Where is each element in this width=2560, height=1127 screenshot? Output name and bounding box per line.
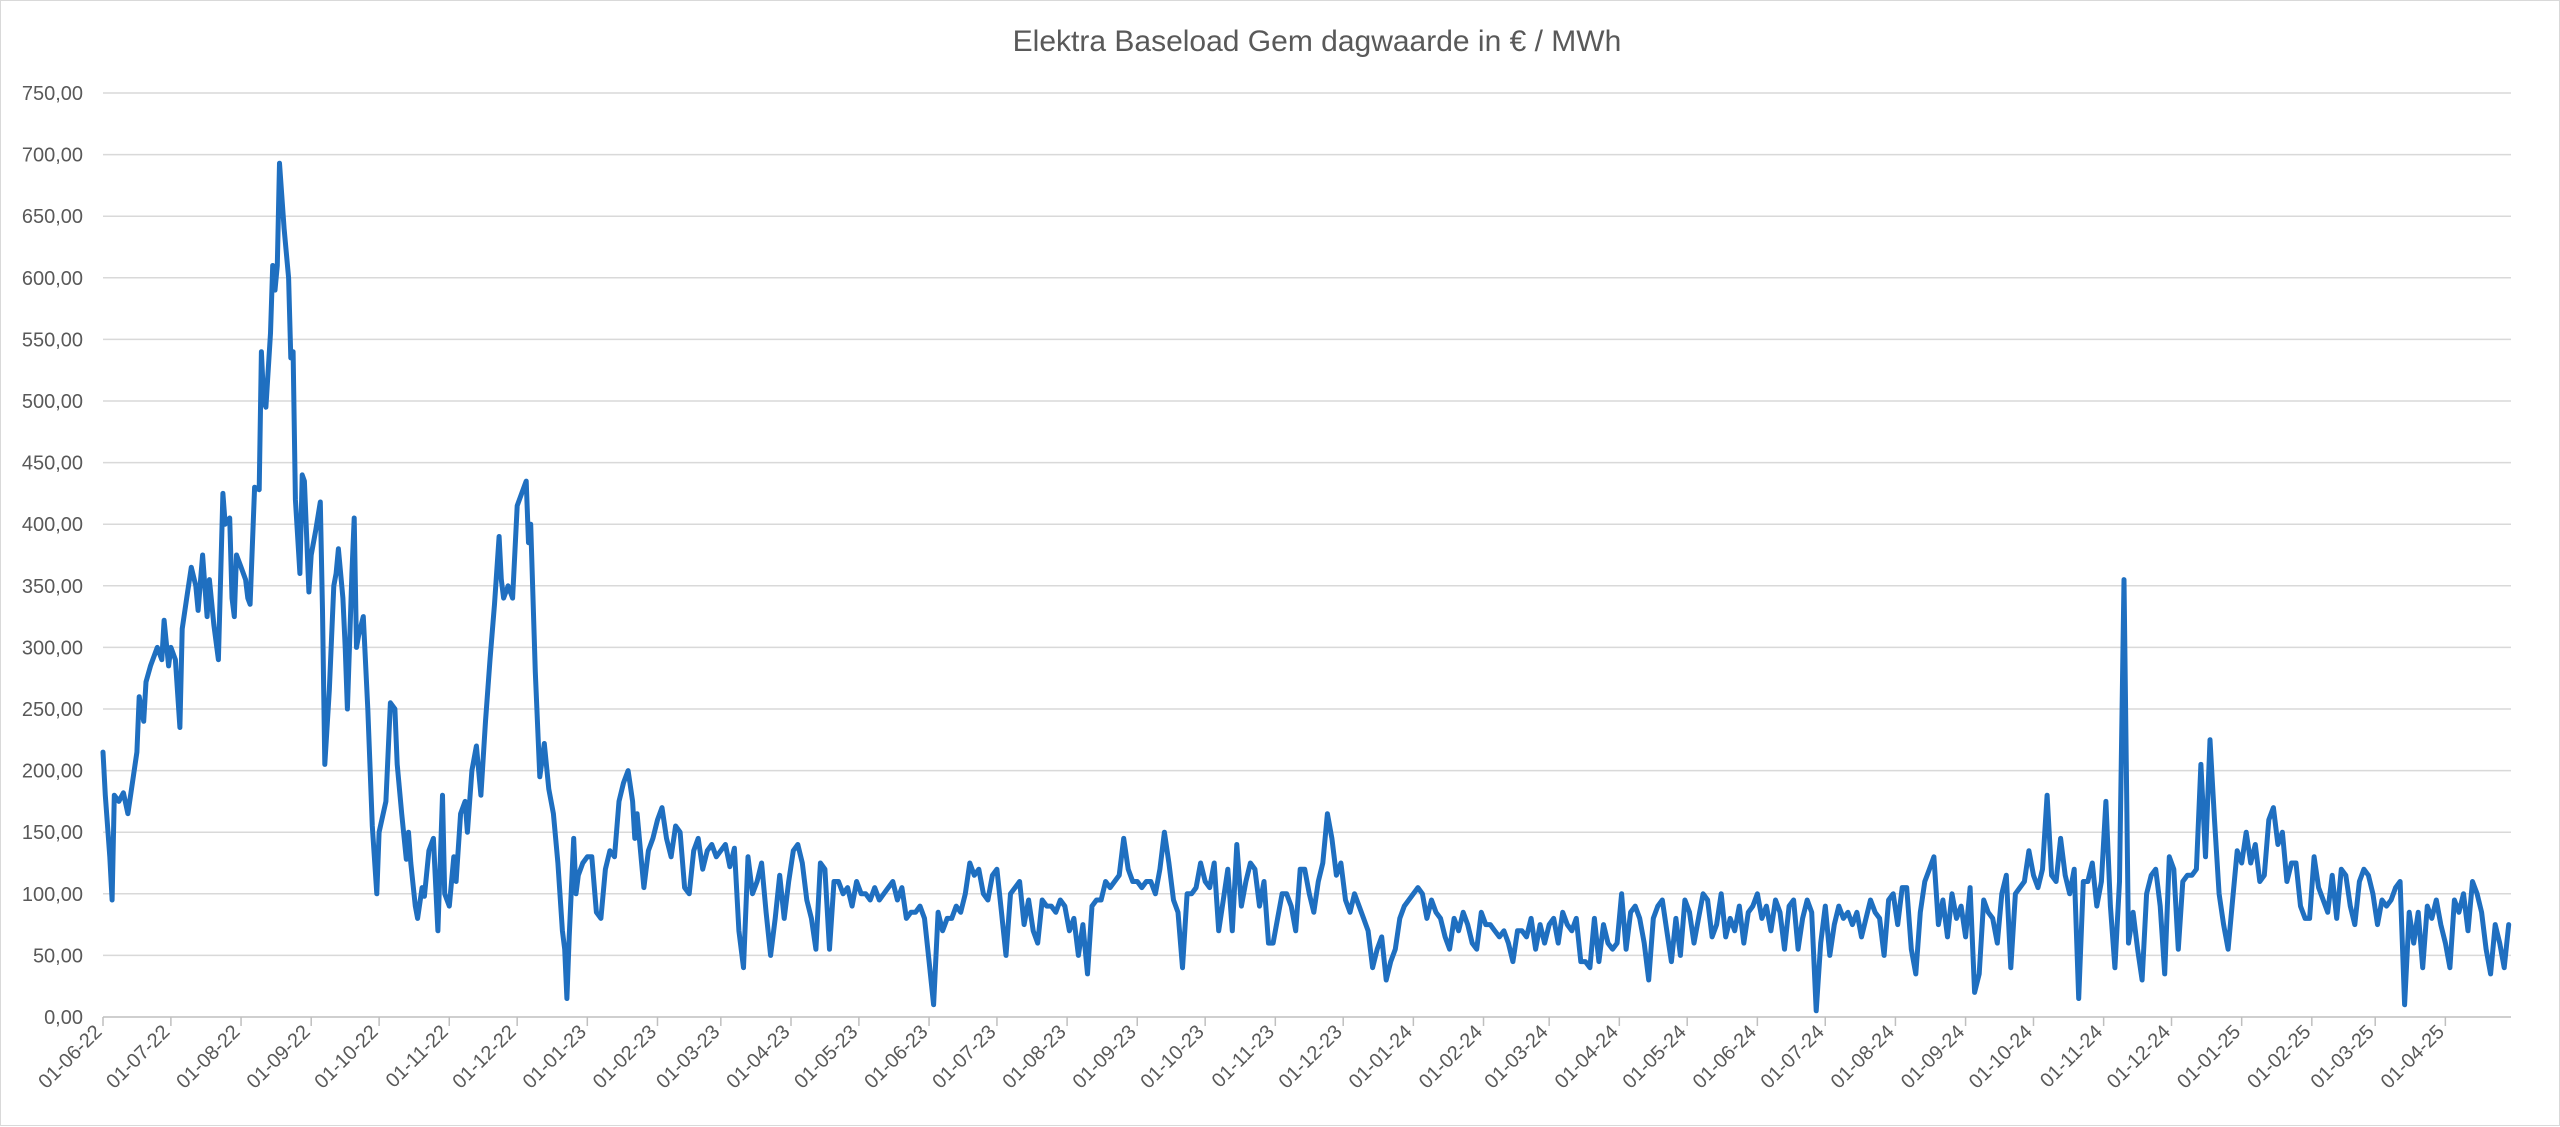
y-tick-label: 250,00 xyxy=(22,699,83,721)
x-tick-label: 01-12-22 xyxy=(449,1021,521,1093)
y-tick-label: 100,00 xyxy=(22,884,83,906)
x-tick-label: 01-04-25 xyxy=(2377,1021,2449,1093)
y-tick-label: 500,00 xyxy=(22,391,83,413)
chart-title: Elektra Baseload Gem dagwaarde in € / MW… xyxy=(1013,25,1622,58)
x-tick-label: 01-05-24 xyxy=(1619,1021,1691,1093)
x-tick-label: 01-12-23 xyxy=(1275,1021,1347,1093)
x-tick-label: 01-09-24 xyxy=(1897,1021,1969,1093)
y-tick-label: 650,00 xyxy=(22,206,83,228)
x-tick-label: 01-08-24 xyxy=(1827,1021,1899,1093)
x-tick-label: 01-08-22 xyxy=(172,1021,244,1093)
x-tick-label: 01-07-23 xyxy=(928,1021,1000,1093)
x-tick-label: 01-06-23 xyxy=(860,1021,932,1093)
y-tick-label: 150,00 xyxy=(22,822,83,844)
x-tick-label: 01-03-24 xyxy=(1481,1021,1553,1093)
x-tick-label: 01-06-24 xyxy=(1689,1021,1761,1093)
y-tick-label: 400,00 xyxy=(22,514,83,536)
x-tick-label: 01-02-23 xyxy=(589,1021,661,1093)
x-tick-label: 01-05-23 xyxy=(790,1021,862,1093)
y-tick-label: 200,00 xyxy=(22,761,83,783)
x-tick-label: 01-02-25 xyxy=(2243,1021,2315,1093)
x-tick-label: 01-04-24 xyxy=(1551,1021,1623,1093)
y-tick-label: 450,00 xyxy=(22,453,83,475)
y-axis: 0,00 50,00 100,00 150,00 200,00 250,00 300,00 3… xyxy=(22,83,83,1029)
x-tick-label: 01-11-22 xyxy=(382,1021,453,1092)
y-tick-label: 0,00 xyxy=(44,1007,83,1029)
x-tick-label: 01-02-24 xyxy=(1415,1021,1487,1093)
x-tick-label: 01-07-22 xyxy=(102,1021,174,1093)
y-tick-label: 300,00 xyxy=(22,637,83,659)
y-tick-label: 600,00 xyxy=(22,268,83,290)
x-tick-label: 01-03-23 xyxy=(652,1021,724,1093)
x-tick-label: 01-04-23 xyxy=(722,1021,794,1093)
x-tick-label: 01-01-23 xyxy=(519,1021,591,1093)
y-tick-label: 550,00 xyxy=(22,329,83,351)
y-tick-label: 50,00 xyxy=(33,945,83,967)
y-tick-label: 700,00 xyxy=(22,145,83,167)
x-tick-label: 01-03-25 xyxy=(2307,1021,2379,1093)
x-tick-label: 01-10-23 xyxy=(1137,1021,1209,1093)
x-tick-label: 01-06-22 xyxy=(34,1021,106,1093)
x-tick-label: 01-12-24 xyxy=(2103,1021,2175,1093)
x-tick-label: 01-09-23 xyxy=(1069,1021,1141,1093)
gridlines xyxy=(103,92,2511,957)
x-tick-label: 01-09-22 xyxy=(243,1021,315,1093)
series-layer xyxy=(100,160,2512,1014)
x-axis: 01-06-2201-07-2201-08-2201-09-2201-10-22… xyxy=(34,1016,2511,1093)
x-tick-label: 01-10-24 xyxy=(1965,1021,2037,1093)
x-tick-label: 01-07-24 xyxy=(1757,1021,1829,1093)
x-tick-label: 01-11-24 xyxy=(2036,1021,2107,1092)
y-tick-label: 750,00 xyxy=(22,83,83,105)
x-tick-label: 01-08-23 xyxy=(998,1021,1070,1093)
x-tick-label: 01-01-25 xyxy=(2173,1021,2245,1093)
x-tick-label: 01-11-23 xyxy=(1208,1021,1279,1092)
x-tick-label: 01-01-24 xyxy=(1345,1021,1417,1093)
y-tick-label: 350,00 xyxy=(22,576,83,598)
series-line xyxy=(100,160,2512,1014)
x-tick-label: 01-10-22 xyxy=(310,1021,382,1093)
